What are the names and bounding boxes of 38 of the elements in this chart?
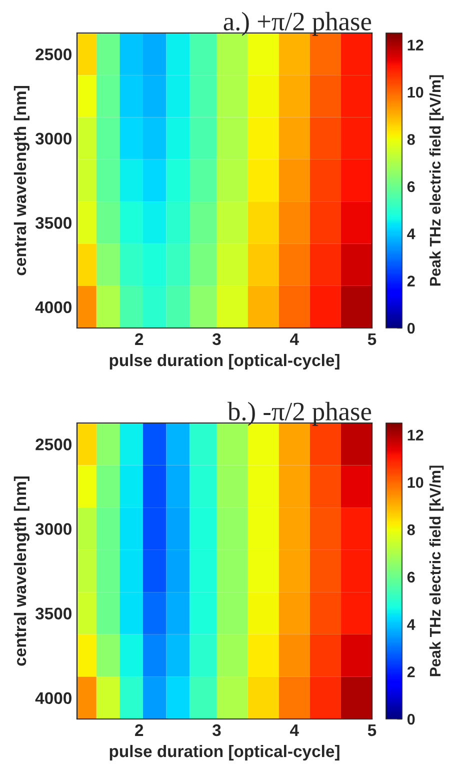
x-axis-title: pulse duration [optical-cycle] bbox=[110, 744, 340, 760]
x-tick-label: 3 bbox=[212, 724, 221, 736]
y-tick-label: 3500 bbox=[35, 217, 72, 229]
x-tick-label: 2 bbox=[135, 724, 144, 736]
x-tick-label: 4 bbox=[290, 724, 299, 736]
color-bar-label: 4 bbox=[407, 619, 416, 630]
color-bar-label: 6 bbox=[407, 181, 415, 192]
color-bar-label: 12 bbox=[408, 40, 424, 50]
x-tick-label: 2 bbox=[135, 333, 144, 345]
color-bar-label: 2 bbox=[407, 276, 415, 286]
color-bar-label: 0 bbox=[407, 322, 415, 334]
y-tick-label: 2500 bbox=[36, 438, 72, 450]
chart-title: a.) +π/2 phase bbox=[224, 12, 372, 36]
color-bar-label: 10 bbox=[408, 86, 424, 98]
x-tick-label: 3 bbox=[212, 333, 221, 346]
x-tick-label: 4 bbox=[290, 333, 299, 345]
x-axis-title: pulse duration [optical-cycle] bbox=[110, 354, 340, 370]
chart-title: b.) -π/2 phase bbox=[228, 402, 372, 426]
y-tick-label: 3500 bbox=[35, 608, 72, 620]
color-bar-label: 0 bbox=[407, 714, 415, 725]
color-bar-label: 8 bbox=[407, 134, 415, 145]
color-bar-label: 8 bbox=[407, 524, 415, 536]
x-tick-label: 5 bbox=[368, 724, 376, 736]
color-bar-label: 6 bbox=[407, 572, 415, 583]
color-bar-label: 4 bbox=[407, 228, 416, 240]
y-tick-label: 2500 bbox=[36, 48, 72, 60]
color-bar-label: 2 bbox=[407, 666, 415, 678]
y-tick-label: 4000 bbox=[35, 692, 72, 704]
y-tick-label: 4000 bbox=[35, 301, 72, 314]
color-bar-title: Peak THz electric field [kV/m] bbox=[429, 75, 444, 286]
y-tick-label: 3000 bbox=[35, 132, 72, 145]
y-tick-label: 3000 bbox=[35, 523, 72, 535]
y-axis-title: central wavelength [nm] bbox=[14, 86, 30, 276]
y-axis-title: central wavelength [nm] bbox=[14, 476, 30, 666]
color-bar-label: 12 bbox=[408, 430, 424, 440]
color-bar-title: Peak THz electric field [kV/m] bbox=[429, 466, 444, 676]
color-bar-label: 10 bbox=[408, 477, 424, 488]
x-tick-label: 5 bbox=[368, 333, 376, 346]
